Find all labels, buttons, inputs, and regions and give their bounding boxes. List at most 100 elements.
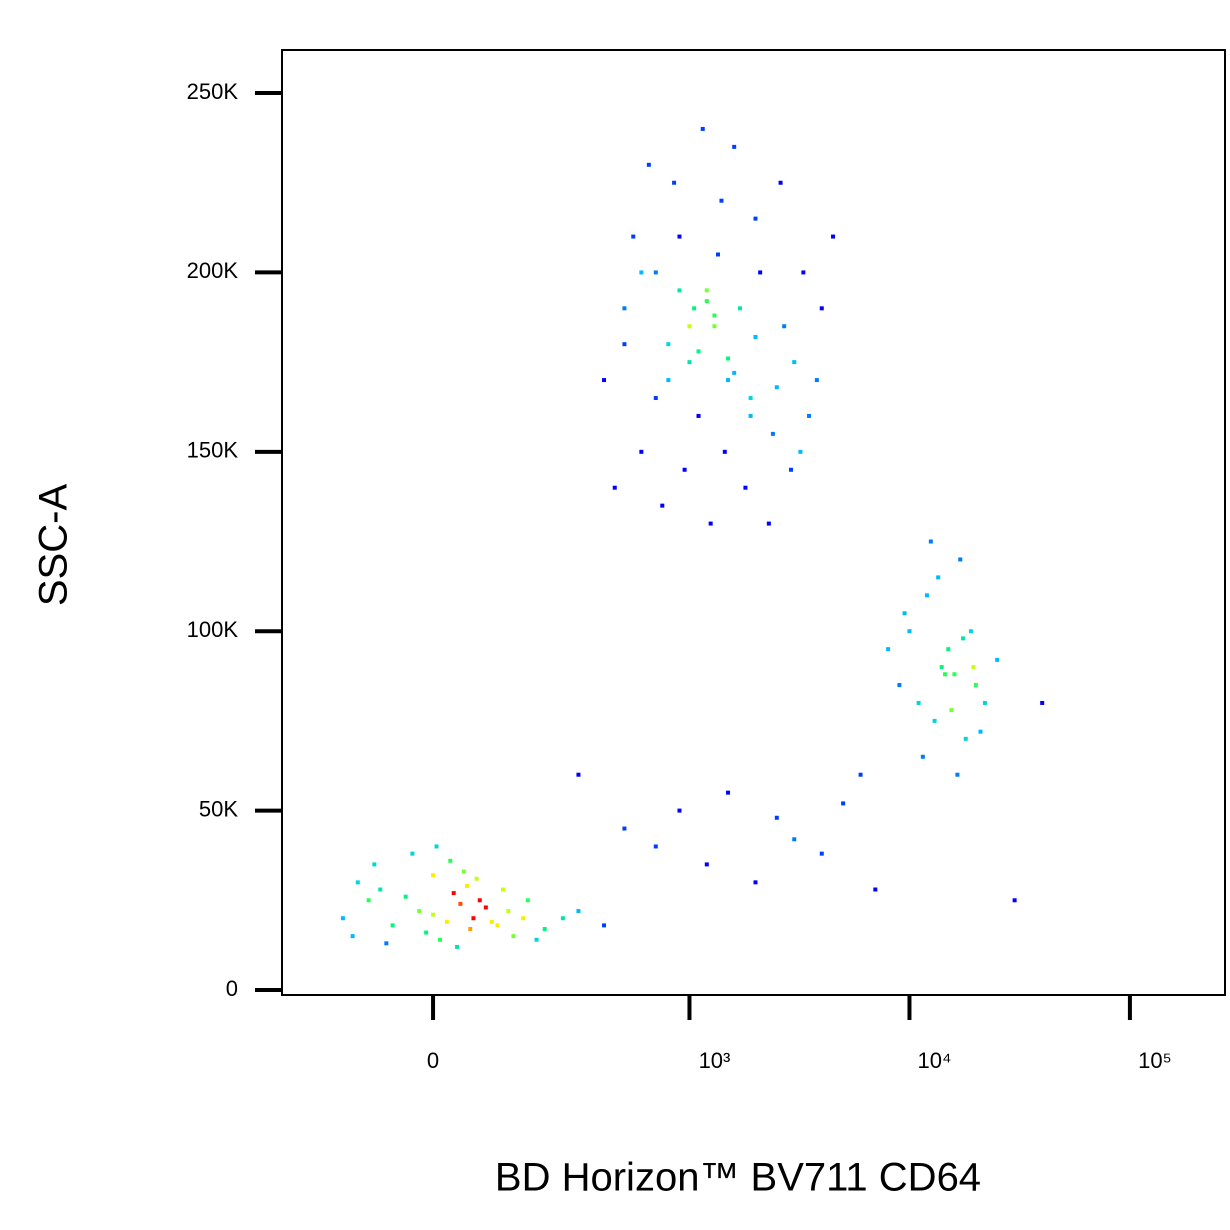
point (424, 930, 429, 935)
point (474, 876, 479, 881)
point (534, 937, 539, 942)
point (660, 503, 665, 508)
point (471, 916, 476, 921)
point (982, 700, 987, 705)
point (687, 324, 692, 329)
point (704, 299, 709, 304)
point (340, 916, 345, 921)
x-tick-label: 10⁵ (1138, 1048, 1172, 1073)
point (525, 898, 530, 903)
point (687, 360, 692, 365)
point (831, 234, 836, 239)
point (576, 772, 581, 777)
point (646, 162, 651, 167)
point (774, 815, 779, 820)
point (743, 485, 748, 490)
point (700, 126, 705, 131)
point (437, 937, 442, 942)
point (726, 378, 731, 383)
point (612, 485, 617, 490)
point (410, 851, 415, 856)
point (792, 360, 797, 365)
point (403, 894, 408, 899)
point (748, 396, 753, 401)
point (468, 926, 473, 931)
point (511, 934, 516, 939)
point (602, 378, 607, 383)
point (758, 270, 763, 275)
point (968, 629, 973, 634)
point (384, 941, 389, 946)
point (576, 909, 581, 914)
point (1040, 700, 1045, 705)
point (753, 880, 758, 885)
point (677, 808, 682, 813)
point (602, 923, 607, 928)
point (506, 909, 511, 914)
point (939, 665, 944, 670)
x-tick-label: 10³ (699, 1048, 731, 1073)
point (932, 718, 937, 723)
point (622, 306, 627, 311)
point (961, 636, 966, 641)
point (789, 467, 794, 472)
point (920, 754, 925, 759)
point (483, 905, 488, 910)
point (748, 413, 753, 418)
point (677, 288, 682, 293)
x-tick-label: 10⁴ (918, 1048, 952, 1073)
point (806, 413, 811, 418)
point (943, 672, 948, 677)
point (971, 665, 976, 670)
point (963, 736, 968, 741)
point (753, 216, 758, 221)
point (916, 700, 921, 705)
y-tick-label: 250K (187, 79, 239, 104)
point (542, 926, 547, 931)
point (431, 873, 436, 878)
point (798, 449, 803, 454)
point (978, 729, 983, 734)
point (841, 801, 846, 806)
point (458, 901, 463, 906)
point (704, 862, 709, 867)
point (782, 324, 787, 329)
point (726, 356, 731, 361)
point (1012, 898, 1017, 903)
point (444, 919, 449, 924)
point (949, 708, 954, 713)
point (682, 467, 687, 472)
point (672, 180, 677, 185)
point (417, 909, 422, 914)
point (448, 858, 453, 863)
point (712, 324, 717, 329)
point (653, 396, 658, 401)
point (696, 349, 701, 354)
point (653, 844, 658, 849)
point (766, 521, 771, 526)
point (924, 593, 929, 598)
point (495, 923, 500, 928)
point (858, 772, 863, 777)
point (639, 270, 644, 275)
point (973, 683, 978, 688)
point (666, 342, 671, 347)
point (708, 521, 713, 526)
point (489, 919, 494, 924)
point (936, 575, 941, 580)
point (897, 683, 902, 688)
point (500, 887, 505, 892)
point (696, 413, 701, 418)
point (355, 880, 360, 885)
point (732, 370, 737, 375)
point (946, 647, 951, 652)
point (770, 431, 775, 436)
point (732, 144, 737, 149)
point (639, 449, 644, 454)
point (704, 288, 709, 293)
x-tick-label: 0 (427, 1048, 439, 1073)
y-tick-label: 150K (187, 438, 239, 463)
point (461, 869, 466, 874)
point (477, 898, 482, 903)
